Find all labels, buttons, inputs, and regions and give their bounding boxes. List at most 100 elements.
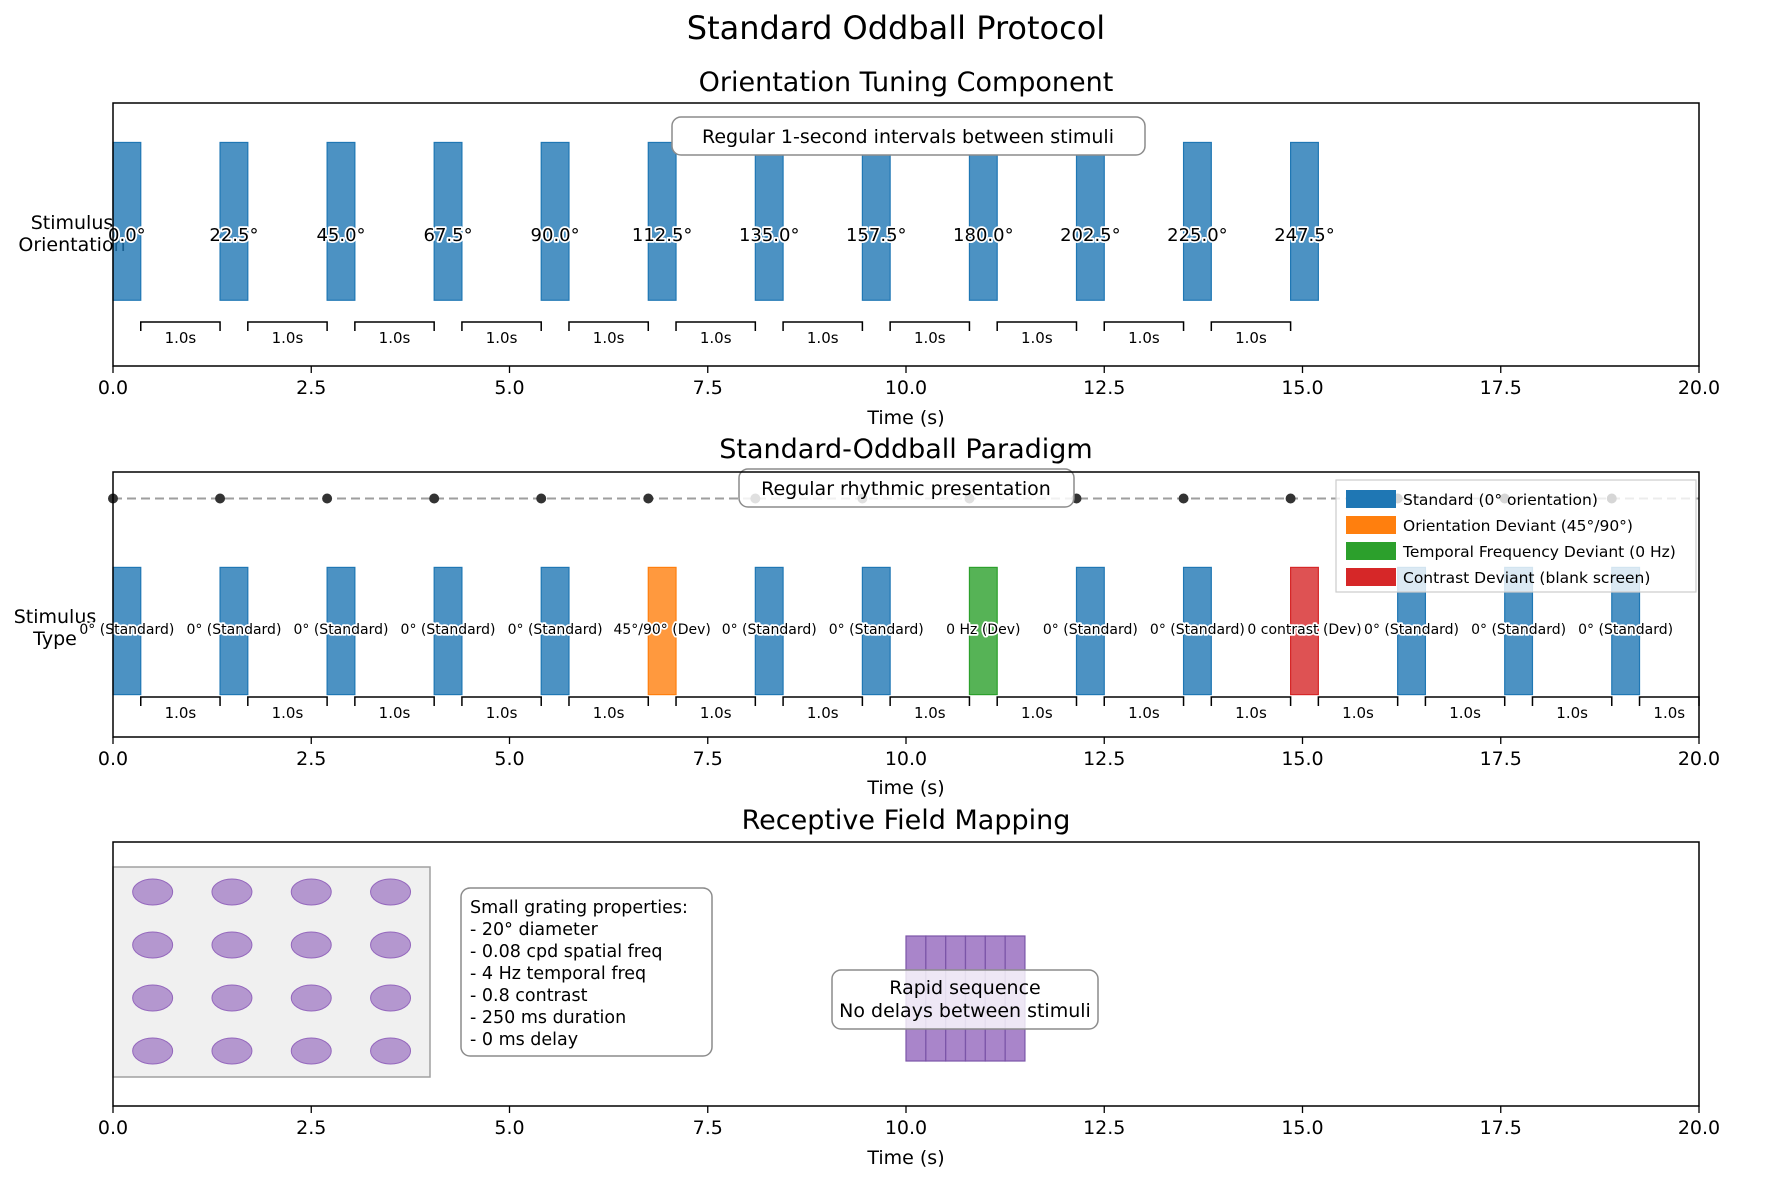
stimulus-type-label-halo: 0° (Standard) (1578, 622, 1673, 638)
rf-grating-patch (132, 878, 174, 906)
ylabel-orientation-line1: Stimulus (31, 212, 114, 234)
x-tick-label: 2.5 (296, 748, 326, 770)
rf-grating-patch (132, 1037, 174, 1065)
x-tick-label: 15.0 (1281, 748, 1323, 770)
rf-grating-patch (370, 984, 412, 1012)
legend-label: Contrast Deviant (blank screen) (1403, 569, 1650, 587)
stimulus-bar (968, 141, 998, 301)
stimulus-type-label-halo: 0° (Standard) (293, 622, 388, 638)
timing-dot (643, 493, 654, 504)
x-tick-label: 17.5 (1480, 1117, 1522, 1139)
xlabel-orientation: Time (s) (866, 407, 944, 429)
interval-label: 1.0s (272, 704, 304, 722)
x-tick-label: 12.5 (1083, 377, 1125, 399)
timing-dot (536, 493, 547, 504)
stimulus-type-label: 0 contrast (Dev) (1247, 622, 1361, 638)
interval-bracket (568, 321, 650, 331)
interval-label: 1.0s (1235, 704, 1267, 722)
annotation-box-rapid: Rapid sequence No delays between stimuli (831, 969, 1099, 1030)
legend-label: Standard (0° orientation) (1403, 491, 1598, 509)
interval-bracket (568, 696, 650, 706)
interval-bracket (1424, 696, 1506, 706)
stimulus-type-label: 0° (Standard) (1043, 622, 1138, 638)
stimulus-type-label-halo: 0° (Standard) (1150, 622, 1245, 638)
stimulus-type-label-halo: 0° (Standard) (829, 622, 924, 638)
interval-label: 1.0s (593, 329, 625, 347)
panel-title-rf: Receptive Field Mapping (742, 805, 1071, 836)
interval-bracket (996, 696, 1078, 706)
stimulus-bar (1075, 141, 1105, 301)
interval-bracket (996, 321, 1078, 331)
stimulus-label: 67.5° (424, 225, 473, 246)
x-tick-label: 0.0 (98, 377, 128, 399)
x-tick-label: 20.0 (1678, 748, 1720, 770)
x-tick-label: 7.5 (693, 377, 723, 399)
stimulus-bar-contrast (1290, 566, 1319, 696)
stimulus-bar (647, 141, 677, 301)
interval-bracket (1103, 321, 1185, 331)
annotation-box-regular-intervals: Regular 1-second intervals between stimu… (671, 116, 1146, 156)
rf-grating-patch (290, 878, 332, 906)
x-tick-label: 20.0 (1678, 1117, 1720, 1139)
stimulus-bar-standard (540, 566, 570, 696)
stimulus-type-label: 0° (Standard) (186, 622, 281, 638)
stimulus-type-label-halo: 0° (Standard) (1043, 622, 1138, 638)
interval-label: 1.0s (914, 329, 946, 347)
interval-bracket (354, 696, 435, 706)
interval-label: 1.0s (700, 329, 732, 347)
x-tick-label: 2.5 (296, 1117, 326, 1139)
interval-label: 1.0s (1235, 329, 1267, 347)
stimulus-type-label-halo: 45°/90° (Dev) (613, 622, 710, 638)
interval-bracket (889, 696, 971, 706)
interval-label: 1.0s (165, 329, 197, 347)
rf-grating-patch (370, 1037, 412, 1065)
rf-grating-patch (211, 878, 253, 906)
interval-bracket (1317, 696, 1399, 706)
rf-grating-patch (290, 1037, 332, 1065)
stimulus-type-label: 0° (Standard) (1364, 622, 1459, 638)
stimulus-type-label: 0° (Standard) (293, 622, 388, 638)
stimulus-bar (1290, 141, 1319, 301)
rf-grating-patch (211, 1037, 253, 1065)
interval-label: 1.0s (1128, 329, 1160, 347)
interval-label: 1.0s (379, 704, 411, 722)
stimulus-label: 90.0° (531, 225, 580, 246)
panel-title-oddball: Standard-Oddball Paradigm (719, 434, 1092, 465)
stimulus-label: 112.5° (632, 225, 693, 246)
x-tick-label: 17.5 (1480, 377, 1522, 399)
interval-label: 1.0s (593, 704, 625, 722)
interval-bracket (140, 321, 221, 331)
x-tick-label: 7.5 (693, 1117, 723, 1139)
xlabel-oddball: Time (s) (866, 777, 944, 799)
stimulus-label-halo: 157.5° (846, 225, 907, 246)
annotation-box-rhythmic: Regular rhythmic presentation (738, 468, 1075, 508)
interval-bracket (140, 696, 221, 706)
legend-swatch-standard (1346, 490, 1396, 508)
rf-property-line: - 4 Hz temporal freq (470, 964, 646, 984)
stimulus-label: 135.0° (739, 225, 800, 246)
rf-property-line: - 0.8 contrast (470, 986, 588, 1006)
interval-label: 1.0s (807, 329, 839, 347)
interval-bracket (461, 696, 542, 706)
stimulus-type-label: 0° (Standard) (1578, 622, 1673, 638)
stimulus-type-label-halo: 0° (Standard) (186, 622, 281, 638)
stimulus-type-label: 0° (Standard) (508, 622, 603, 638)
interval-bracket (354, 321, 435, 331)
interval-bracket (1210, 696, 1292, 706)
legend-swatch-temporal (1346, 542, 1396, 560)
interval-label: 1.0s (165, 704, 197, 722)
stimulus-type-label-halo: 0 Hz (Dev) (946, 622, 1020, 638)
rf-property-line: - 20° diameter (470, 920, 599, 940)
interval-label: 1.0s (272, 329, 304, 347)
legend-label: Orientation Deviant (45°/90°) (1403, 517, 1633, 535)
stimulus-type-label: 0° (Standard) (1150, 622, 1245, 638)
annotation-rapid-line2: No delays between stimuli (839, 1000, 1091, 1022)
panel-receptive-field: Receptive Field Mapping Time (s) Small g… (98, 805, 1720, 1169)
ylabel-orientation-line2: Orientation (18, 234, 125, 256)
x-tick-label: 0.0 (98, 748, 128, 770)
stimulus-bar (219, 141, 249, 301)
stimulus-bar-standard (754, 566, 784, 696)
x-tick-label: 7.5 (693, 748, 723, 770)
stimulus-type-label-halo: 0° (Standard) (508, 622, 603, 638)
stimulus-type-label-halo: 0° (Standard) (79, 622, 174, 638)
